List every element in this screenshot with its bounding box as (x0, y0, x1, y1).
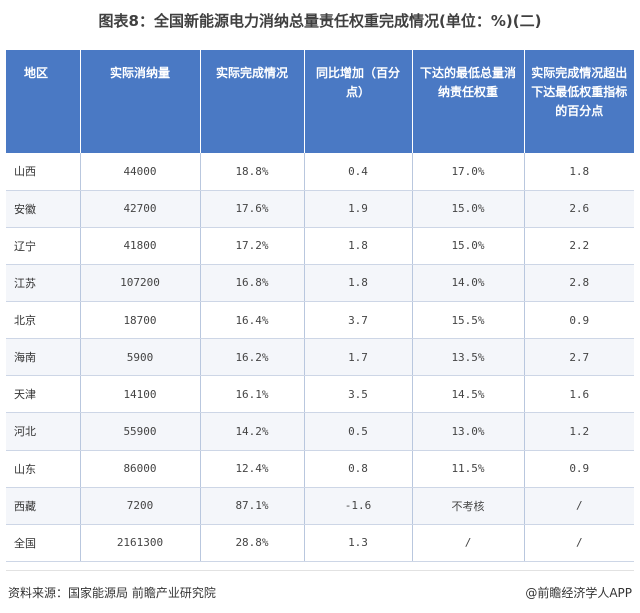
cell-exceeded: 2.6 (524, 190, 634, 228)
source-note: 资料来源：国家能源局 前瞻产业研究院 (8, 586, 216, 600)
cell-exceeded: 1.2 (524, 412, 634, 451)
cell-exceeded: 1.6 (524, 375, 634, 414)
cell-consumption: 42700 (80, 190, 201, 228)
cell-completion: 16.4% (200, 301, 305, 340)
cell-consumption: 18700 (80, 301, 201, 340)
cell-yoy: -1.6 (304, 487, 413, 525)
cell-minimum: 不考核 (412, 487, 525, 525)
cell-completion: 28.8% (200, 524, 305, 563)
cell-completion: 17.2% (200, 227, 305, 265)
cell-region: 山东 (6, 450, 81, 488)
cell-consumption: 2161300 (80, 524, 201, 563)
cell-yoy: 0.8 (304, 450, 413, 488)
cell-completion: 17.6% (200, 190, 305, 228)
cell-region: 海南 (6, 338, 81, 377)
cell-completion: 18.8% (200, 153, 305, 191)
cell-yoy: 1.3 (304, 524, 413, 563)
header-minimum-weight: 下达的最低总量消纳责任权重 (412, 50, 525, 153)
cell-minimum: / (412, 524, 525, 563)
cell-region: 安徽 (6, 190, 81, 228)
cell-yoy: 1.9 (304, 190, 413, 228)
cell-minimum: 15.5% (412, 301, 525, 340)
table-row: 河北 55900 14.2% 0.5 13.0% 1.2 (6, 412, 634, 451)
table-row: 全国 2161300 28.8% 1.3 / / (6, 524, 634, 563)
header-exceeded-points: 实际完成情况超出下达最低权重指标的百分点 (524, 50, 634, 153)
cell-consumption: 5900 (80, 338, 201, 377)
cell-yoy: 3.7 (304, 301, 413, 340)
cell-minimum: 14.5% (412, 375, 525, 414)
cell-exceeded: 2.2 (524, 227, 634, 265)
cell-consumption: 41800 (80, 227, 201, 265)
cell-completion: 16.2% (200, 338, 305, 377)
cell-consumption: 86000 (80, 450, 201, 488)
cell-minimum: 17.0% (412, 153, 525, 191)
cell-yoy: 0.4 (304, 153, 413, 191)
table-row: 西藏 7200 87.1% -1.6 不考核 / (6, 487, 634, 525)
table-row: 海南 5900 16.2% 1.7 13.5% 2.7 (6, 338, 634, 377)
cell-completion: 12.4% (200, 450, 305, 488)
cell-exceeded: / (524, 524, 634, 563)
cell-minimum: 15.0% (412, 190, 525, 228)
cell-completion: 87.1% (200, 487, 305, 525)
cell-yoy: 1.7 (304, 338, 413, 377)
cell-yoy: 3.5 (304, 375, 413, 414)
brand-credit: @前瞻经济学人APP (525, 586, 632, 600)
cell-exceeded: 1.8 (524, 153, 634, 191)
cell-completion: 16.8% (200, 264, 305, 303)
table-row: 江苏 107200 16.8% 1.8 14.0% 2.8 (6, 264, 634, 303)
header-region: 地区 (6, 50, 81, 153)
cell-minimum: 11.5% (412, 450, 525, 488)
cell-completion: 16.1% (200, 375, 305, 414)
cell-minimum: 15.0% (412, 227, 525, 265)
cell-minimum: 14.0% (412, 264, 525, 303)
table-row: 北京 18700 16.4% 3.7 15.5% 0.9 (6, 301, 634, 340)
cell-minimum: 13.0% (412, 412, 525, 451)
cell-consumption: 14100 (80, 375, 201, 414)
cell-region: 辽宁 (6, 227, 81, 265)
divider (6, 570, 634, 571)
cell-yoy: 1.8 (304, 264, 413, 303)
cell-exceeded: / (524, 487, 634, 525)
table-header-row: 地区 实际消纳量 实际完成情况 同比增加（百分点） 下达的最低总量消纳责任权重 … (6, 50, 634, 153)
cell-consumption: 107200 (80, 264, 201, 303)
table-row: 安徽 42700 17.6% 1.9 15.0% 2.6 (6, 190, 634, 228)
cell-consumption: 55900 (80, 412, 201, 451)
cell-consumption: 7200 (80, 487, 201, 525)
table-row: 山西 44000 18.8% 0.4 17.0% 1.8 (6, 153, 634, 191)
cell-region: 全国 (6, 524, 81, 563)
table-row: 天津 14100 16.1% 3.5 14.5% 1.6 (6, 375, 634, 414)
cell-exceeded: 0.9 (524, 450, 634, 488)
cell-region: 西藏 (6, 487, 81, 525)
cell-region: 北京 (6, 301, 81, 340)
page-title: 图表8：全国新能源电力消纳总量责任权重完成情况(单位：%)(二) (98, 12, 542, 30)
cell-yoy: 1.8 (304, 227, 413, 265)
data-table: 地区 实际消纳量 实际完成情况 同比增加（百分点） 下达的最低总量消纳责任权重 … (6, 50, 634, 563)
cell-exceeded: 2.7 (524, 338, 634, 377)
cell-region: 河北 (6, 412, 81, 451)
cell-yoy: 0.5 (304, 412, 413, 451)
cell-region: 天津 (6, 375, 81, 414)
cell-exceeded: 0.9 (524, 301, 634, 340)
table-row: 辽宁 41800 17.2% 1.8 15.0% 2.2 (6, 227, 634, 265)
cell-exceeded: 2.8 (524, 264, 634, 303)
cell-completion: 14.2% (200, 412, 305, 451)
header-actual-consumption: 实际消纳量 (80, 50, 201, 153)
table-row: 山东 86000 12.4% 0.8 11.5% 0.9 (6, 450, 634, 488)
cell-region: 江苏 (6, 264, 81, 303)
header-yoy-increase: 同比增加（百分点） (304, 50, 413, 153)
cell-consumption: 44000 (80, 153, 201, 191)
cell-region: 山西 (6, 153, 81, 191)
cell-minimum: 13.5% (412, 338, 525, 377)
header-actual-completion: 实际完成情况 (200, 50, 305, 153)
